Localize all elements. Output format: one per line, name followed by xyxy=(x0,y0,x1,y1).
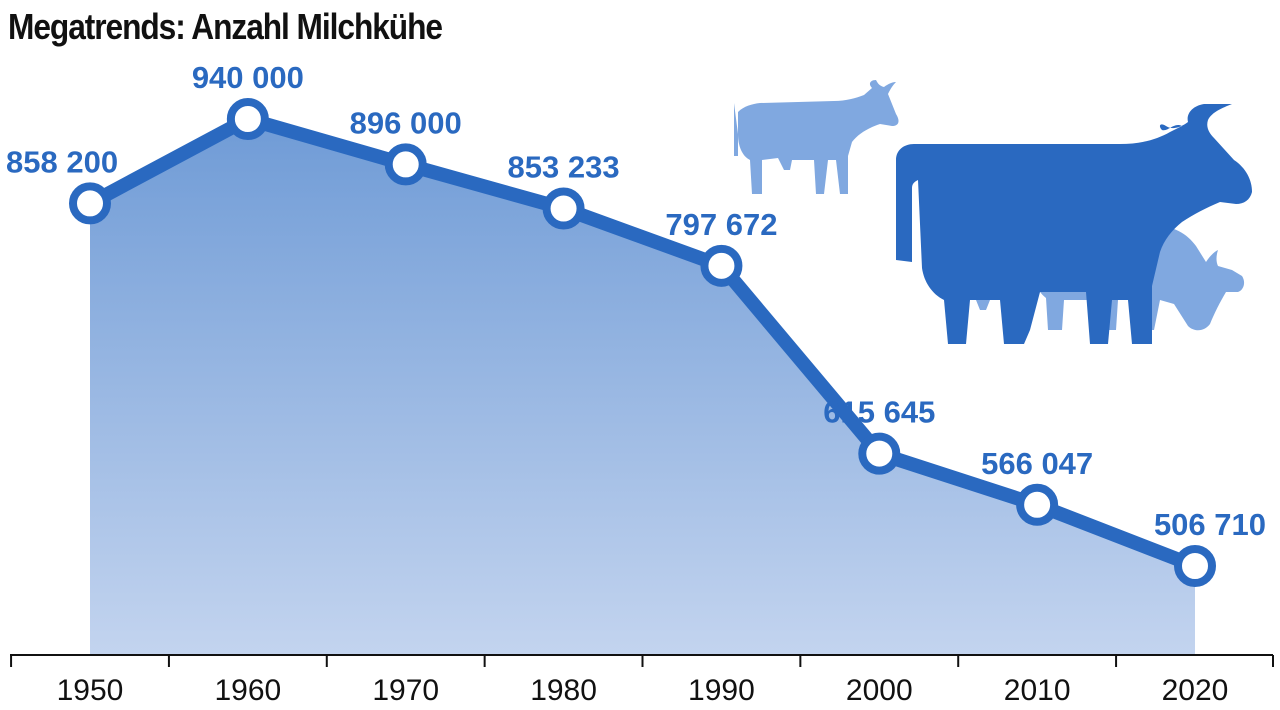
x-tick-label: 2000 xyxy=(846,674,913,707)
data-point xyxy=(384,143,427,186)
data-point xyxy=(226,98,269,140)
x-tick-label: 2010 xyxy=(1004,674,1071,707)
area-fill xyxy=(90,119,1195,655)
x-tick-label: 1990 xyxy=(688,674,755,707)
data-point xyxy=(1174,545,1216,587)
data-label: 858 200 xyxy=(6,144,118,179)
data-label: 615 645 xyxy=(823,395,935,430)
cow-icon xyxy=(734,80,899,194)
chart-title: Megatrends: Anzahl Milchkühe xyxy=(8,6,443,47)
x-tick-label: 1960 xyxy=(214,674,281,707)
data-label: 853 233 xyxy=(508,150,620,185)
data-label: 506 710 xyxy=(1154,507,1266,542)
x-tick-label: 1950 xyxy=(57,674,124,707)
data-label: 896 000 xyxy=(350,105,462,140)
data-point xyxy=(700,244,743,287)
x-tick-label: 1970 xyxy=(372,674,439,707)
data-point xyxy=(542,187,585,230)
data-point xyxy=(69,182,111,225)
data-label: 940 000 xyxy=(192,60,304,95)
x-tick-label: 2020 xyxy=(1162,674,1229,707)
data-point xyxy=(858,432,901,475)
data-point xyxy=(1016,483,1059,526)
series-line xyxy=(83,112,1202,573)
data-label: 566 047 xyxy=(981,446,1093,481)
x-tick-label: 1980 xyxy=(530,674,597,707)
data-label: 797 672 xyxy=(665,207,777,242)
cow-icon xyxy=(896,104,1252,344)
